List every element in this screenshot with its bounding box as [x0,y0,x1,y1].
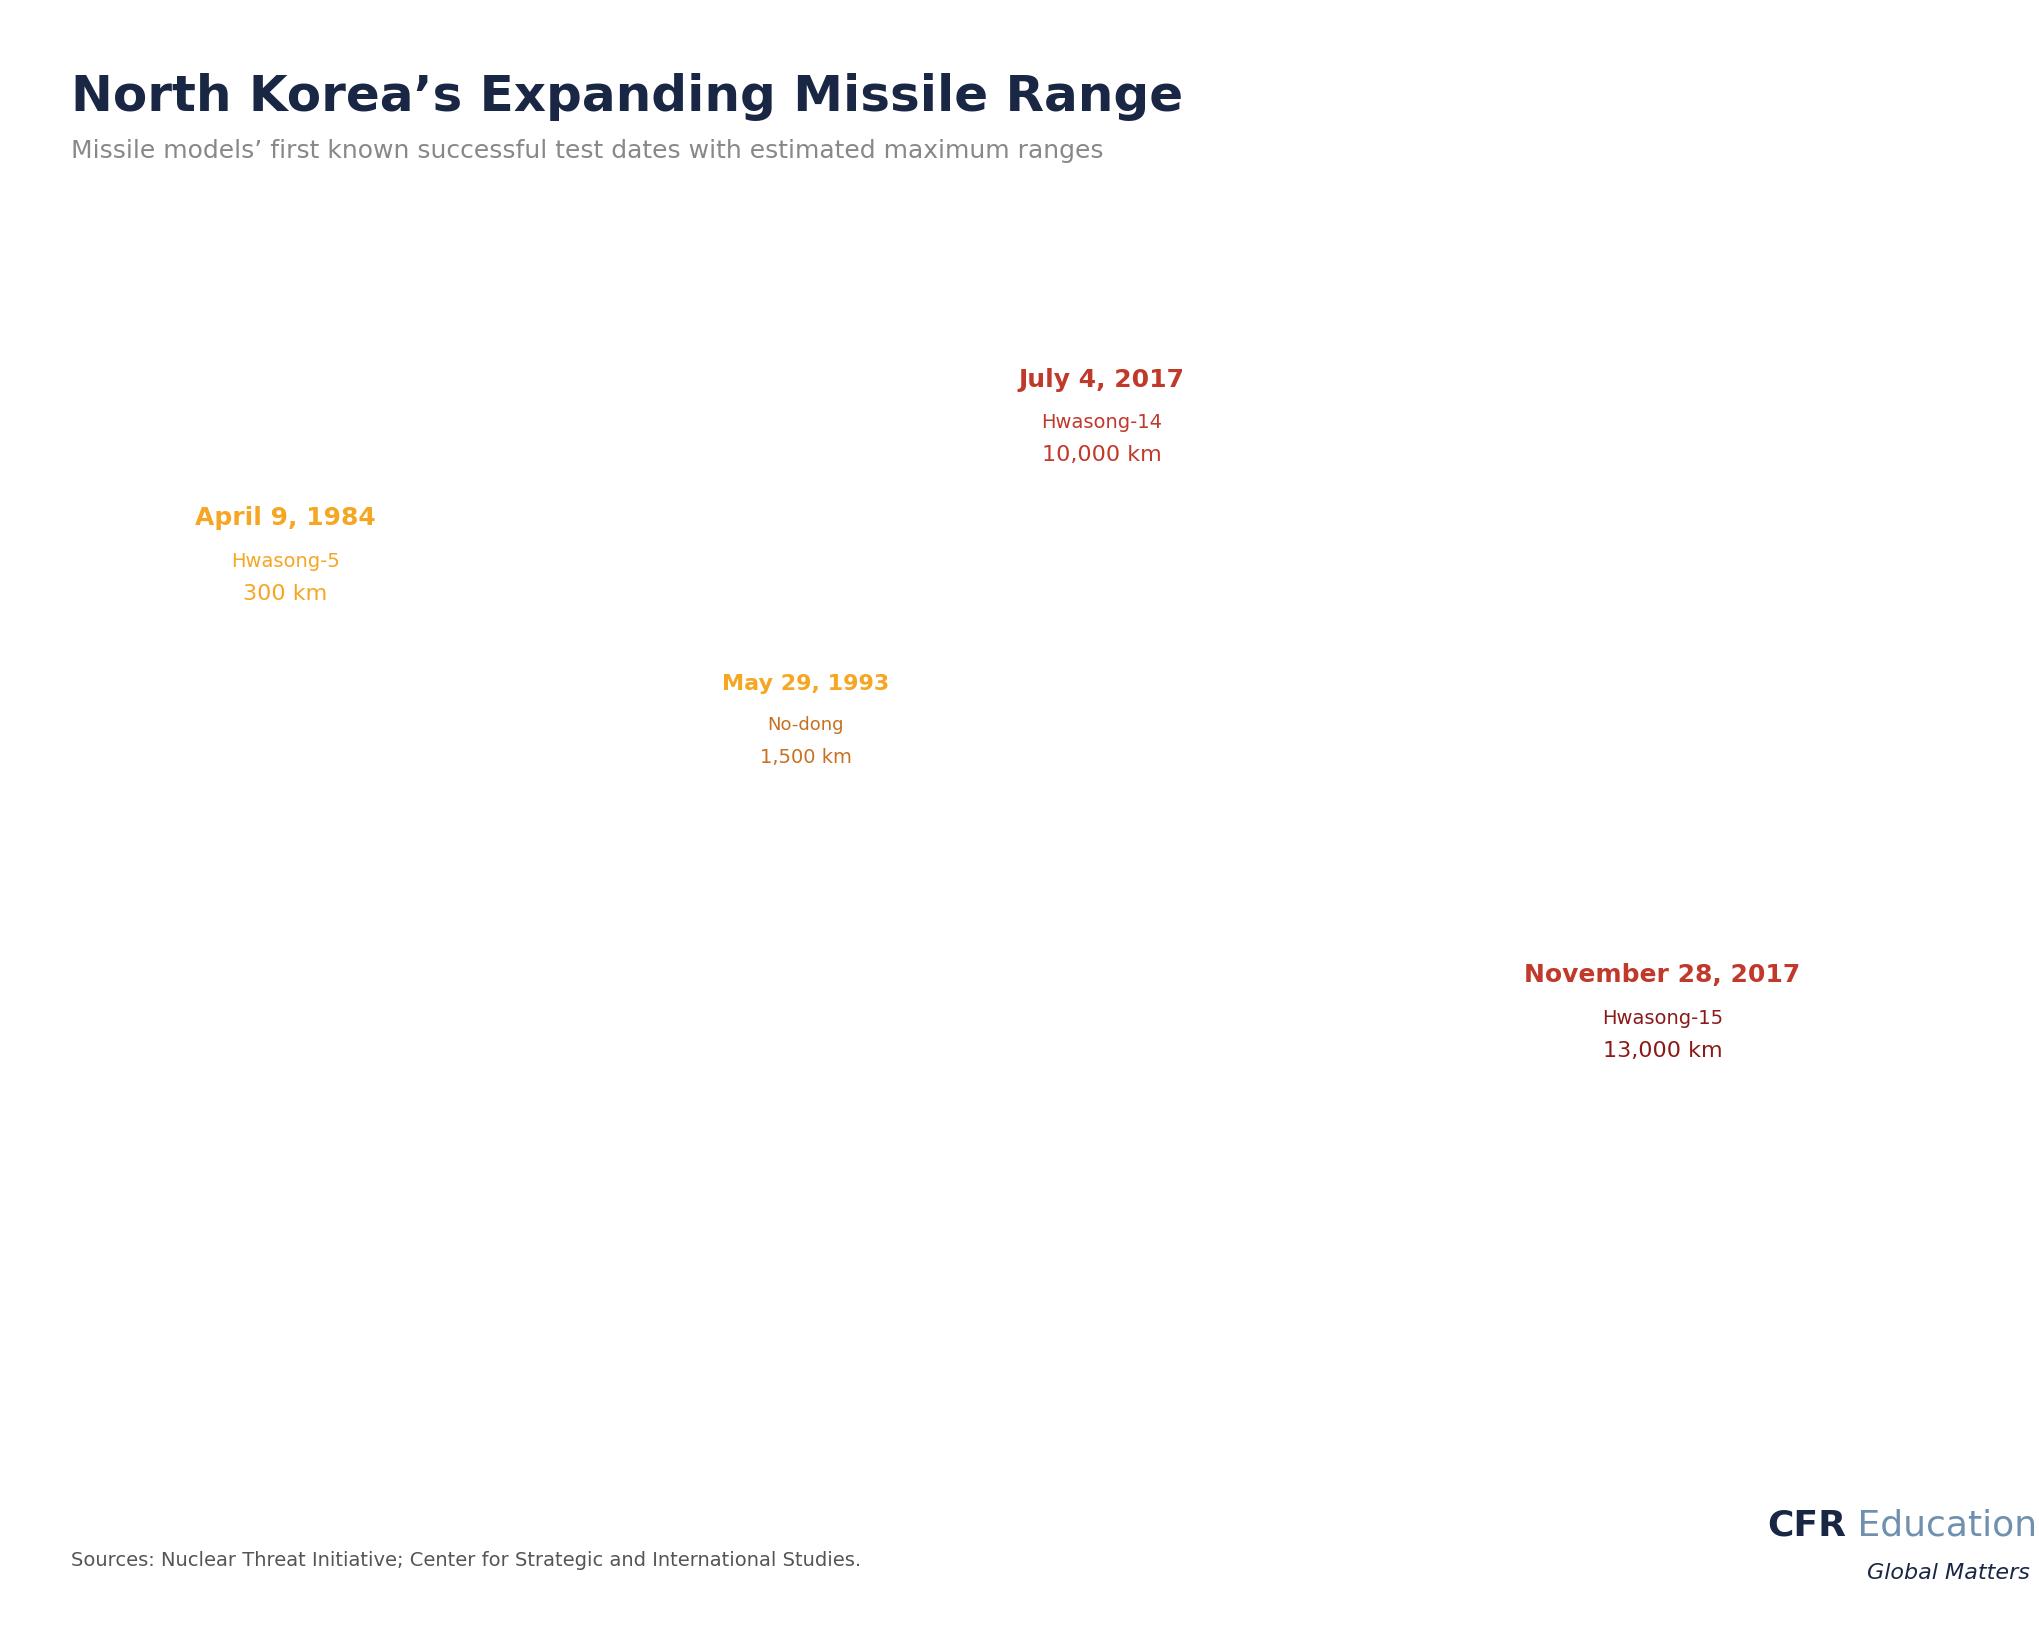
Text: North Korea’s Expanding Missile Range: North Korea’s Expanding Missile Range [71,73,1183,121]
Text: Hwasong-5: Hwasong-5 [230,552,341,571]
Text: 1,500 km: 1,500 km [759,747,852,767]
Text: Global Matters: Global Matters [1866,1563,2029,1583]
Text: Missile models’ first known successful test dates with estimated maximum ranges: Missile models’ first known successful t… [71,139,1103,163]
Text: 13,000 km: 13,000 km [1603,1041,1721,1061]
Text: 300 km: 300 km [243,584,328,604]
Text: 10,000 km: 10,000 km [1042,446,1160,465]
Text: July 4, 2017: July 4, 2017 [1017,367,1185,392]
Text: Sources: Nuclear Threat Initiative; Center for Strategic and International Studi: Sources: Nuclear Threat Initiative; Cent… [71,1550,860,1570]
Text: April 9, 1984: April 9, 1984 [196,506,375,530]
Text: No-dong: No-dong [767,716,844,734]
Text: Hwasong-14: Hwasong-14 [1040,413,1162,432]
Text: November 28, 2017: November 28, 2017 [1523,963,1800,987]
Text: Hwasong-15: Hwasong-15 [1601,1009,1723,1028]
Text: Education: Education [1845,1508,2037,1542]
Text: May 29, 1993: May 29, 1993 [722,674,889,694]
Text: CFR: CFR [1766,1508,1845,1542]
